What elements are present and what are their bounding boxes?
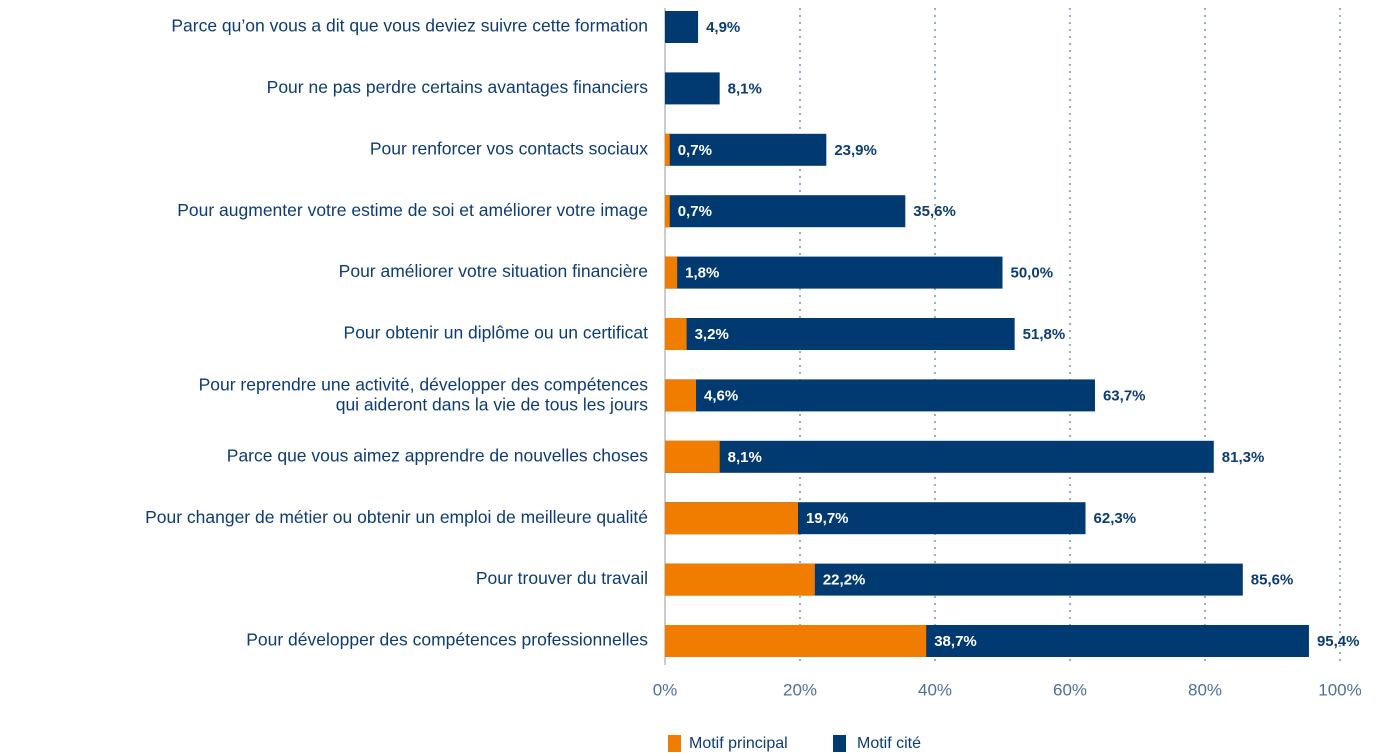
x-tick-label: 0% (653, 680, 678, 699)
bar (665, 72, 720, 105)
category-label: Pour augmenter votre estime de soi et am… (177, 200, 648, 220)
value-label: 23,9% (834, 142, 877, 159)
bar (665, 502, 798, 535)
category-label: Parce qu’on vous a dit que vous deviez s… (171, 16, 648, 36)
value-label: 35,6% (913, 203, 956, 220)
value-label: 3,2% (695, 326, 729, 343)
bar (665, 440, 720, 473)
value-label: 38,7% (934, 633, 977, 650)
category-label: Pour améliorer votre situation financièr… (339, 261, 648, 281)
bar (665, 195, 906, 228)
bar (665, 133, 670, 166)
value-label: 51,8% (1023, 326, 1066, 343)
legend-swatch (833, 735, 846, 752)
value-label: 8,1% (728, 80, 762, 97)
category-label: Pour changer de métier ou obtenir un emp… (145, 507, 648, 527)
category-label: Pour développer des compétences professi… (246, 630, 648, 650)
x-tick-label: 80% (1188, 680, 1222, 699)
bar (665, 256, 678, 289)
value-label: 4,9% (706, 19, 740, 36)
value-label: 1,8% (685, 265, 719, 282)
category-label: Pour obtenir un diplôme ou un certificat (344, 323, 649, 343)
category-label: Pour trouver du travail (476, 568, 648, 588)
bar (665, 256, 1003, 289)
category-label: Pour reprendre une activité, développer … (199, 374, 649, 414)
category-label: Parce que vous aimez apprendre de nouvel… (227, 445, 648, 465)
legend-swatch (668, 735, 681, 752)
bar (665, 133, 827, 166)
value-label: 81,3% (1222, 449, 1265, 466)
value-label: 4,6% (704, 387, 738, 404)
value-label: 0,7% (678, 142, 712, 159)
x-tick-label: 20% (783, 680, 817, 699)
bar (665, 318, 1015, 350)
bar (665, 318, 687, 350)
bar (665, 563, 815, 596)
x-tick-label: 60% (1053, 680, 1087, 699)
bar (665, 440, 1214, 473)
value-label: 0,7% (678, 203, 712, 220)
value-label: 8,1% (728, 449, 762, 466)
value-label: 19,7% (806, 510, 849, 527)
value-label: 85,6% (1251, 572, 1294, 589)
legend-label: Motif principal (689, 735, 788, 752)
value-label: 50,0% (1011, 265, 1054, 282)
value-label: 63,7% (1103, 387, 1146, 404)
category-label: Pour ne pas perdre certains avantages fi… (267, 77, 649, 97)
bar (665, 379, 1095, 412)
x-tick-label: 100% (1318, 680, 1361, 699)
value-label: 95,4% (1317, 633, 1360, 650)
bar (665, 195, 670, 228)
bar (665, 625, 927, 657)
bar (665, 379, 697, 412)
x-tick-label: 40% (918, 680, 952, 699)
value-label: 22,2% (823, 572, 866, 589)
legend-label: Motif cité (857, 735, 921, 752)
category-label: Pour renforcer vos contacts sociaux (370, 138, 648, 158)
value-label: 62,3% (1094, 510, 1137, 527)
bar (665, 11, 699, 43)
